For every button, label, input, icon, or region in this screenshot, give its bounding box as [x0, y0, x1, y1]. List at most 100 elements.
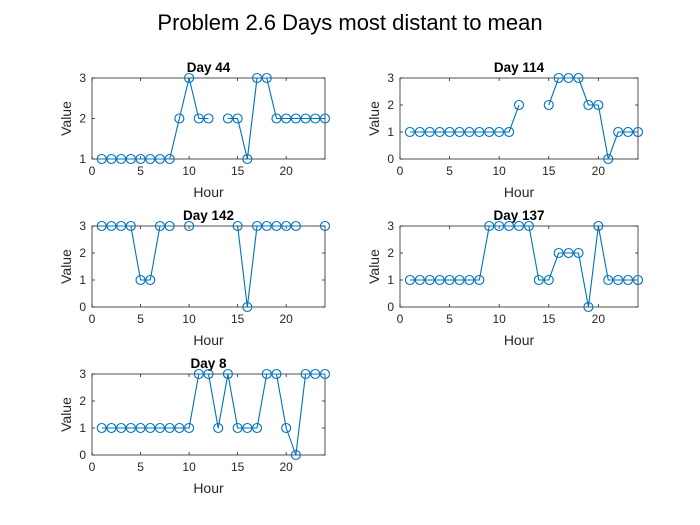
data-point — [251, 220, 263, 232]
x-tick-label: 0 — [397, 164, 404, 178]
data-point — [474, 126, 485, 138]
data-point — [632, 274, 644, 286]
data-point — [454, 126, 465, 138]
data-point — [271, 220, 282, 232]
data-point — [154, 153, 166, 165]
data-point — [154, 422, 166, 434]
axes-box — [399, 225, 639, 308]
subplot-title: Day 137 — [493, 208, 544, 223]
data-point — [213, 422, 224, 434]
y-tick-label: 2 — [79, 394, 86, 408]
series-line — [101, 225, 170, 281]
data-point — [290, 220, 301, 232]
data-point — [300, 113, 311, 124]
data-point — [193, 368, 204, 380]
data-point — [444, 126, 455, 138]
data-point — [553, 247, 564, 259]
data-point — [145, 274, 156, 286]
data-point — [164, 153, 175, 165]
data-point — [281, 113, 292, 124]
data-point — [116, 220, 127, 232]
figure-title: Problem 2.6 Days most distant to mean — [157, 10, 542, 35]
y-axis-label: Value — [58, 249, 74, 284]
x-axis-label: Hour — [504, 332, 535, 348]
data-point — [319, 220, 331, 232]
y-tick-label: 3 — [387, 219, 394, 233]
data-point — [106, 153, 117, 165]
data-point — [543, 99, 554, 111]
data-point — [222, 113, 233, 124]
data-point — [494, 220, 505, 232]
y-tick-label: 1 — [387, 125, 394, 139]
data-point — [310, 113, 321, 124]
x-tick-label: 10 — [182, 312, 196, 326]
data-point — [414, 126, 425, 138]
data-point — [281, 422, 292, 434]
x-tick-label: 20 — [279, 164, 293, 178]
y-tick-label: 2 — [387, 98, 394, 112]
y-tick-label: 3 — [387, 71, 394, 85]
data-point — [232, 422, 243, 434]
data-point — [504, 126, 515, 138]
y-axis-label: Value — [58, 101, 74, 136]
data-point — [135, 422, 146, 434]
data-point — [106, 422, 117, 434]
subplot-4: Day 137 0 5 10 15 20 0 1 2 3 Hour Value — [366, 208, 644, 348]
data-point — [613, 274, 624, 286]
data-point — [310, 368, 321, 380]
axes-box — [91, 373, 326, 456]
data-point — [573, 72, 584, 84]
x-tick-label: 15 — [542, 164, 556, 178]
data-point — [593, 220, 604, 232]
y-tick-label: 3 — [79, 367, 86, 381]
data-point — [484, 220, 495, 232]
data-point — [125, 422, 136, 434]
data-point — [232, 113, 243, 124]
data-point — [154, 220, 166, 232]
data-point — [513, 99, 525, 111]
data-point — [184, 72, 195, 84]
data-point — [583, 301, 594, 313]
data-point — [434, 274, 445, 286]
data-point — [290, 113, 301, 124]
data-point — [116, 422, 127, 434]
data-point — [203, 113, 214, 124]
data-point — [454, 274, 465, 286]
y-tick-label: 1 — [79, 273, 86, 287]
x-tick-label: 20 — [592, 164, 606, 178]
data-point — [464, 126, 475, 138]
data-point — [623, 274, 634, 286]
data-point — [106, 220, 117, 232]
data-point — [261, 220, 272, 232]
data-point — [583, 99, 594, 111]
data-point — [424, 126, 435, 138]
x-tick-label: 15 — [231, 312, 245, 326]
data-point — [543, 274, 554, 286]
subplot-title: Day 8 — [190, 356, 227, 371]
data-point — [513, 220, 525, 232]
data-point — [613, 126, 624, 138]
y-tick-label: 1 — [387, 273, 394, 287]
data-point — [404, 274, 415, 286]
x-tick-label: 10 — [182, 164, 196, 178]
subplot-2: Day 114 0 5 10 15 20 0 1 2 3 Hour Value — [366, 60, 644, 200]
y-tick-label: 3 — [79, 219, 86, 233]
data-point — [494, 126, 505, 138]
x-tick-label: 20 — [592, 312, 606, 326]
x-tick-label: 5 — [446, 164, 453, 178]
data-point — [174, 113, 185, 124]
x-tick-label: 10 — [492, 164, 506, 178]
data-point — [573, 247, 584, 259]
subplot-5: Day 8 0 5 10 15 20 0 1 2 3 Hour Value — [58, 356, 331, 496]
data-point — [164, 220, 175, 232]
y-tick-label: 1 — [79, 421, 86, 435]
data-point — [281, 220, 292, 232]
y-tick-label: 3 — [79, 71, 86, 85]
series-line — [227, 77, 325, 160]
data-point — [251, 72, 263, 84]
data-point — [242, 422, 253, 434]
x-tick-label: 0 — [89, 460, 96, 474]
data-point — [300, 368, 311, 380]
data-point — [464, 274, 475, 286]
